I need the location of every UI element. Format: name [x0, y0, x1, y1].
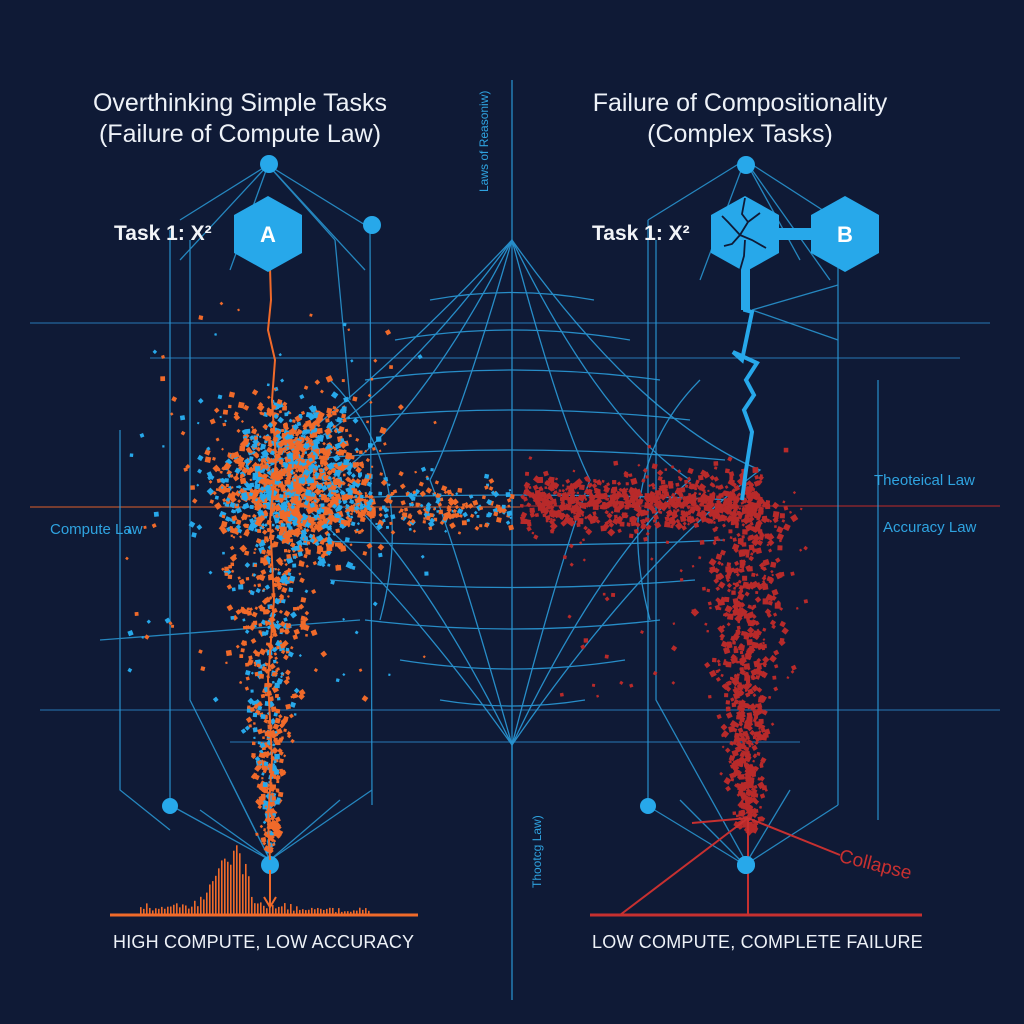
hexagon-node-icon	[234, 196, 302, 272]
right-panel-title: Failure of Compositionality (Complex Tas…	[560, 88, 920, 150]
hexagon-node-icon	[811, 196, 879, 272]
lightning-crack	[731, 270, 760, 501]
left-caption: HIGH COMPUTE, LOW ACCURACY	[113, 932, 415, 952]
right-scatter-cloud	[519, 444, 809, 836]
hex-connector	[777, 228, 812, 240]
right-title-line2: (Complex Tasks)	[647, 120, 833, 148]
accuracy-law-label: Accuracy Law	[883, 519, 977, 536]
cracked-hexagon-icon	[711, 196, 779, 272]
right-task-label: Task 1: X²	[592, 222, 690, 245]
left-panel-title: Overthinking Simple Tasks (Failure of Co…	[40, 88, 440, 150]
hex-b-label: B	[837, 222, 853, 247]
left-task-label: Task 1: X²	[114, 222, 212, 245]
left-scatter-cloud	[125, 301, 515, 854]
compute-histogram	[140, 845, 370, 914]
laws-of-reasoning-label: Laws of Reasoniw)	[477, 90, 491, 192]
left-network-nodes	[162, 155, 381, 874]
compute-law-label: Compute Law	[50, 521, 143, 538]
cracked-stem	[741, 268, 750, 310]
right-title-line1: Failure of Compositionality	[592, 89, 888, 117]
right-caption: LOW COMPUTE, COMPLETE FAILURE	[592, 932, 923, 952]
circle-node-icon	[737, 856, 755, 874]
theoretical-law-label: Theoteical Law	[874, 472, 975, 489]
left-title-line2: (Failure of Compute Law)	[98, 120, 382, 148]
theoretical-law-vertical-label: Thootcg Law)	[530, 815, 544, 888]
left-network	[99, 164, 373, 861]
hex-a-label: A	[260, 222, 276, 247]
left-fuse-line	[266, 267, 278, 861]
left-title-line1: Overthinking Simple Tasks	[92, 89, 388, 117]
central-mesh	[258, 80, 762, 1000]
